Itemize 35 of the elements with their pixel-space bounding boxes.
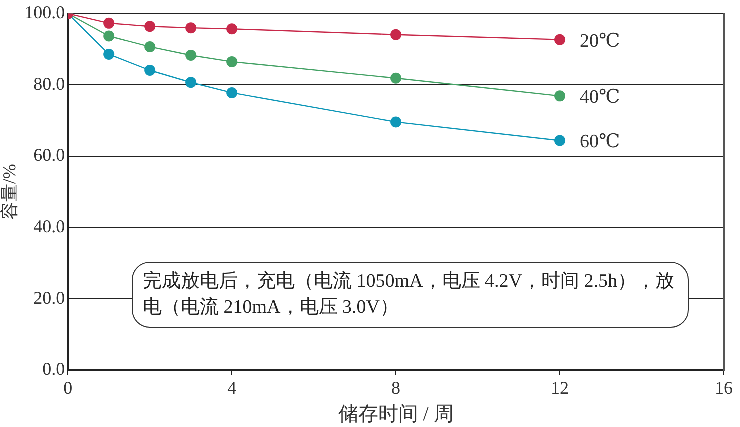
x-axis-title: 储存时间 / 周 — [338, 403, 454, 426]
y-tick-label: 20.0 — [34, 288, 66, 308]
point — [144, 65, 156, 76]
point — [144, 21, 156, 32]
y-axis-title: 容量/% — [0, 164, 20, 220]
point — [390, 72, 402, 84]
series-label: 20℃ — [580, 30, 620, 52]
x-tick-label: 8 — [392, 378, 401, 398]
x-tick-label: 0 — [64, 378, 73, 398]
point — [554, 90, 566, 102]
point — [554, 135, 566, 146]
point — [186, 50, 197, 62]
point — [186, 77, 197, 88]
point — [104, 18, 115, 29]
annotation: 完成放电后，充电（电流 1050mA，电压 4.2V，时间 2.5h），放电（电流 210mA，电压 3.0V） — [132, 262, 689, 328]
point — [186, 22, 197, 34]
y-tick-label: 80.0 — [34, 74, 66, 94]
x-tick-label: 12 — [551, 378, 570, 398]
y-tick-label: 100.0 — [24, 2, 66, 23]
series-label: 60℃ — [580, 132, 620, 153]
x-tick-label: 16 — [715, 378, 733, 398]
point — [104, 30, 115, 42]
point — [390, 116, 402, 128]
y-tick-label: 0.0 — [42, 359, 66, 380]
point — [104, 48, 115, 60]
point — [226, 24, 238, 35]
point — [554, 34, 566, 46]
series-label: 40℃ — [580, 87, 620, 108]
y-tick-label: 40.0 — [34, 216, 66, 236]
x-tick-label: 4 — [228, 378, 237, 398]
point — [390, 29, 402, 40]
point — [226, 56, 238, 68]
y-tick-label: 60.0 — [34, 145, 66, 166]
point — [226, 87, 238, 98]
point — [144, 41, 156, 52]
